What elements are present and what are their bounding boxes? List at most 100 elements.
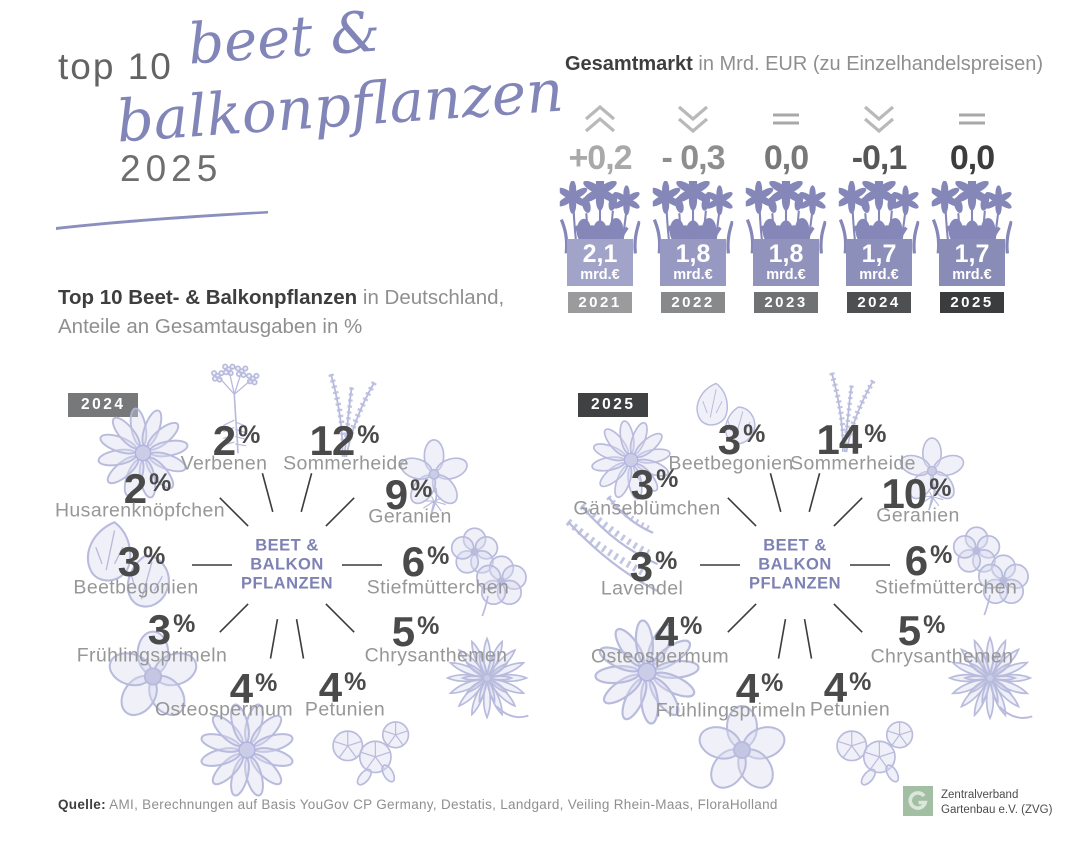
plant-name-label: Sommerheide <box>283 452 409 475</box>
hub-line2: BALKON <box>758 555 832 574</box>
share-value: 2% <box>123 465 172 513</box>
market-value-box: 1,7 mrd.€ <box>939 239 1005 286</box>
share-number: 3 <box>147 606 171 653</box>
up-trend-icon <box>578 100 622 138</box>
market-year-column: -0,1 1,7 mrd.€ 2024 <box>833 100 925 313</box>
market-unit: mrd.€ <box>952 267 992 283</box>
share-value: 3% <box>147 606 196 654</box>
market-section: Gesamtmarkt in Mrd. EUR (zu Einzelhandel… <box>550 45 1070 337</box>
share-number: 5 <box>897 607 921 654</box>
percent-sign: % <box>357 421 379 449</box>
percent-sign: % <box>173 610 195 638</box>
share-number: 2 <box>123 465 147 512</box>
share-number: 9 <box>384 471 408 518</box>
share-value: 3% <box>717 416 766 464</box>
subtitle-rest: in Deutschland, <box>357 286 505 309</box>
market-value: 1,8 <box>675 240 711 268</box>
share-value: 3% <box>629 543 678 591</box>
zvg-logo-text: Zentralverband Gartenbau e.V. (ZVG) <box>941 786 1052 818</box>
market-change-value: -0,1 <box>851 139 908 177</box>
market-year-label: 2022 <box>661 292 725 313</box>
share-value: 4% <box>735 665 784 713</box>
hub-line1: BEET & <box>763 536 827 555</box>
percent-sign: % <box>255 669 277 697</box>
plant-name-label: Beetbegonien <box>668 452 794 475</box>
hub-label: BEET & BALKON PFLANZEN <box>715 536 875 593</box>
share-value: 3% <box>118 538 166 586</box>
plant-name-label: Geranien <box>368 505 452 528</box>
dahlia-icon <box>440 615 534 741</box>
zvg-logo-line2: Gartenbau e.V. (ZVG) <box>941 803 1053 816</box>
percent-sign: % <box>743 420 765 448</box>
market-year-column: 0,0 1,8 mrd.€ 2023 <box>740 100 832 313</box>
market-value: 1,7 <box>861 240 897 268</box>
zvg-logo-icon <box>903 786 933 816</box>
market-unit: mrd.€ <box>673 267 713 283</box>
share-value: 5% <box>897 607 946 655</box>
subtitle-line2: Anteile an Gesamtausgaben in % <box>58 314 363 338</box>
share-number: 3 <box>717 416 741 463</box>
percent-sign: % <box>864 420 886 448</box>
percent-sign: % <box>923 611 945 639</box>
market-value-box: 2,1 mrd.€ <box>567 239 633 286</box>
source-note: Quelle: AMI, Berechnungen auf Basis YouG… <box>58 797 778 812</box>
share-number: 5 <box>391 608 415 655</box>
percent-sign: % <box>656 465 678 493</box>
market-title-rest: in Mrd. EUR (zu Einzelhandelspreisen) <box>692 53 1043 75</box>
market-year-label: 2024 <box>847 292 911 313</box>
share-value: 14% <box>816 416 887 464</box>
percent-sign: % <box>149 469 171 497</box>
plant-name-label: Beetbegonien <box>73 576 199 599</box>
subtitle-bold: Top 10 Beet- & Balkonpflanzen <box>58 286 358 309</box>
plant-name-label: Lavendel <box>600 577 684 600</box>
share-value: 3% <box>631 461 679 509</box>
market-year-column: 0,0 1,7 mrd.€ 2025 <box>926 100 1018 313</box>
flat-trend-icon <box>950 100 994 138</box>
pansy-icon <box>942 512 1038 624</box>
market-change-value: - 0,3 <box>661 139 725 177</box>
plant-name-label: Sommerheide <box>790 452 916 475</box>
share-value: 12% <box>310 417 380 465</box>
hub-line3: PFLANZEN <box>241 574 333 593</box>
share-number: 4 <box>735 665 759 712</box>
market-value: 1,7 <box>954 240 990 268</box>
plant-name-label: Petunien <box>809 698 891 721</box>
plant-name-label: Osteospermum <box>590 645 730 668</box>
market-unit: mrd.€ <box>580 267 620 283</box>
market-year-label: 2025 <box>940 292 1004 313</box>
percent-sign: % <box>238 421 260 449</box>
share-number: 4 <box>823 664 847 711</box>
share-number: 6 <box>904 537 928 584</box>
share-number: 14 <box>816 416 863 463</box>
share-value: 2% <box>213 417 261 465</box>
market-value: 2,1 <box>582 240 618 268</box>
market-unit: mrd.€ <box>766 267 806 283</box>
percent-sign: % <box>427 542 449 570</box>
share-value: 4% <box>823 664 872 712</box>
subtitle: Top 10 Beet- & Balkonpflanzen in Deutsch… <box>58 284 504 341</box>
title-prefix: top 10 <box>58 46 173 87</box>
share-number: 3 <box>629 543 653 590</box>
share-number: 4 <box>318 664 342 711</box>
source-label: Quelle: <box>58 797 106 812</box>
share-value: 6% <box>402 538 450 586</box>
market-columns: +0,2 2,1 mrd.€ 2021- 0,3 1,8 mrd.€ 2022 0,0 1,8 m… <box>550 100 1070 337</box>
percent-sign: % <box>930 541 952 569</box>
share-value: 6% <box>904 537 953 585</box>
market-value-box: 1,8 mrd.€ <box>660 239 726 286</box>
market-title-bold: Gesamtmarkt <box>565 53 693 75</box>
plant-name-label: Stiefmütterchen <box>366 576 510 599</box>
percent-sign: % <box>410 475 432 503</box>
market-value: 1,8 <box>768 240 804 268</box>
year-badge-2025: 2025 <box>578 393 649 417</box>
percent-sign: % <box>417 612 439 640</box>
plant-name-label: Osteospermum <box>154 698 294 721</box>
plant-name-label: Gänseblümchen <box>573 497 721 520</box>
market-year-label: 2023 <box>754 292 818 313</box>
percent-sign: % <box>849 668 871 696</box>
radial-chart-2025: 2025 BEET & BALKON PFLANZEN 3% Beetbegoni… <box>550 360 1070 820</box>
title-script-line1: beet & <box>185 0 383 78</box>
title-script-line2: balkonpflanzen <box>114 56 566 156</box>
percent-sign: % <box>761 669 783 697</box>
